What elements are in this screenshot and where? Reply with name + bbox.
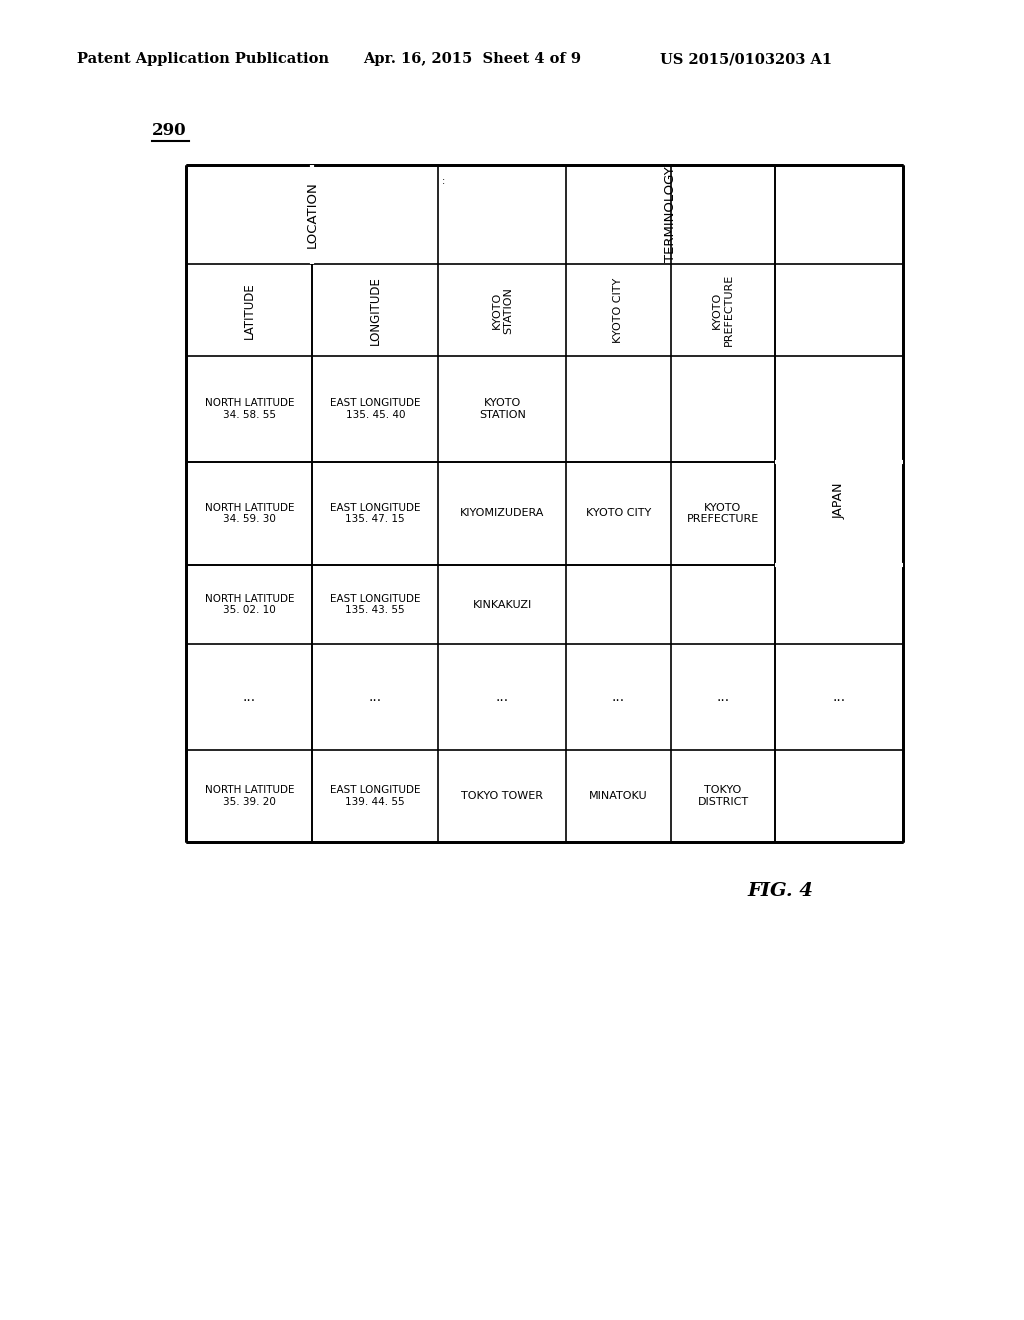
Text: KYOTO
PREFECTURE: KYOTO PREFECTURE [712,275,734,346]
Text: ...: ... [369,690,382,704]
Text: KIYOMIZUDERA: KIYOMIZUDERA [460,508,545,519]
Text: KYOTO CITY: KYOTO CITY [613,277,624,343]
Text: KINKAKUZI: KINKAKUZI [473,599,531,610]
Text: LONGITUDE: LONGITUDE [369,276,382,345]
Text: :: : [441,176,445,186]
Text: FIG. 4: FIG. 4 [748,882,813,900]
Text: NORTH LATITUDE
35. 39. 20: NORTH LATITUDE 35. 39. 20 [205,785,294,807]
Text: EAST LONGITUDE
135. 43. 55: EAST LONGITUDE 135. 43. 55 [330,594,421,615]
Text: KYOTO
STATION: KYOTO STATION [492,286,513,334]
Text: TERMINOLOGY: TERMINOLOGY [665,166,677,263]
Text: Patent Application Publication: Patent Application Publication [77,53,329,66]
Text: ...: ... [717,690,729,704]
Text: EAST LONGITUDE
135. 47. 15: EAST LONGITUDE 135. 47. 15 [330,503,421,524]
Text: NORTH LATITUDE
34. 58. 55: NORTH LATITUDE 34. 58. 55 [205,399,294,420]
Text: JAPAN: JAPAN [833,482,846,519]
Text: NORTH LATITUDE
35. 02. 10: NORTH LATITUDE 35. 02. 10 [205,594,294,615]
Text: KYOTO
PREFECTURE: KYOTO PREFECTURE [687,503,759,524]
Text: KYOTO CITY: KYOTO CITY [586,508,651,519]
Text: ...: ... [243,690,256,704]
Text: Apr. 16, 2015  Sheet 4 of 9: Apr. 16, 2015 Sheet 4 of 9 [364,53,582,66]
Text: LOCATION: LOCATION [306,181,318,248]
Text: MINATOKU: MINATOKU [589,791,648,801]
Text: NORTH LATITUDE
34. 59. 30: NORTH LATITUDE 34. 59. 30 [205,503,294,524]
Text: TOKYO
DISTRICT: TOKYO DISTRICT [697,785,749,807]
Text: EAST LONGITUDE
135. 45. 40: EAST LONGITUDE 135. 45. 40 [330,399,421,420]
Text: 290: 290 [152,121,186,139]
Text: LATITUDE: LATITUDE [243,282,256,338]
Text: ...: ... [496,690,509,704]
Text: TOKYO TOWER: TOKYO TOWER [461,791,544,801]
Text: US 2015/0103203 A1: US 2015/0103203 A1 [660,53,833,66]
Text: ...: ... [833,690,846,704]
Text: KYOTO
STATION: KYOTO STATION [479,399,525,420]
Text: EAST LONGITUDE
139. 44. 55: EAST LONGITUDE 139. 44. 55 [330,785,421,807]
Text: ...: ... [612,690,625,704]
